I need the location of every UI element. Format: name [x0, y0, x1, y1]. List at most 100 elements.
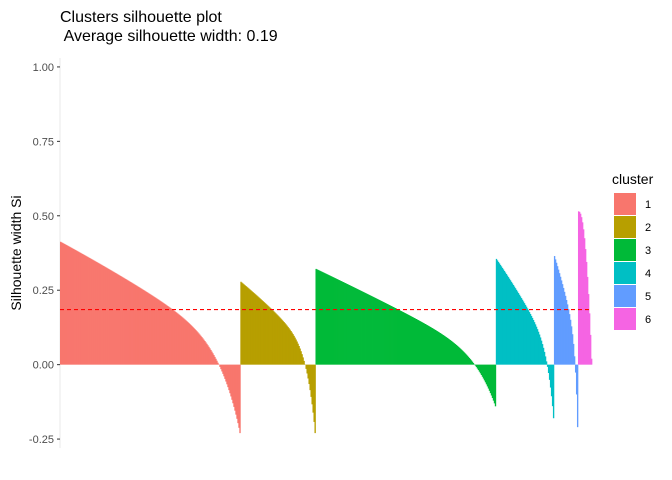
silhouette-bar — [416, 319, 419, 365]
silhouette-bar — [161, 301, 163, 365]
silhouette-bar — [149, 293, 151, 365]
silhouette-bar — [342, 281, 344, 365]
silhouette-bar — [99, 263, 101, 365]
silhouette-bar — [98, 263, 100, 365]
silhouette-bar — [371, 296, 373, 365]
silhouette-bar — [94, 260, 96, 365]
silhouette-bar — [138, 286, 140, 365]
silhouette-bar — [151, 295, 153, 365]
silhouette-bar — [574, 364, 577, 373]
silhouette-bar — [205, 342, 207, 365]
silhouette-bar — [216, 360, 218, 365]
y-tick-label: 0.50 — [33, 211, 54, 223]
silhouette-bar — [519, 296, 522, 365]
silhouette-bar — [572, 343, 575, 365]
silhouette-bar — [562, 287, 565, 365]
silhouette-bar — [101, 264, 103, 365]
silhouette-bar — [213, 355, 215, 365]
silhouette-bar — [146, 291, 148, 365]
silhouette-bar — [369, 295, 371, 365]
silhouette-bar — [389, 305, 391, 365]
silhouette-bar — [295, 339, 297, 365]
silhouette-bar — [404, 313, 406, 365]
silhouette-bar — [109, 269, 111, 365]
silhouette-bar — [528, 312, 531, 365]
silhouette-bar — [536, 329, 539, 365]
silhouette-bar — [119, 275, 121, 365]
silhouette-bar — [457, 346, 460, 365]
silhouette-bar — [144, 290, 146, 365]
silhouette-bar — [426, 325, 429, 365]
silhouette-bar — [80, 252, 82, 365]
silhouette-bar — [309, 364, 311, 391]
silhouette-bar — [242, 283, 244, 365]
silhouette-bar — [306, 364, 308, 374]
silhouette-bar — [357, 289, 359, 365]
silhouette-bar — [555, 262, 558, 365]
silhouette-bar — [430, 327, 433, 365]
silhouette-bar — [356, 288, 358, 365]
silhouette-bar — [150, 294, 152, 365]
silhouette-bar — [72, 248, 74, 365]
silhouette-bar — [315, 268, 317, 365]
silhouette-bar — [62, 242, 64, 365]
silhouette-bar — [411, 316, 414, 365]
silhouette-bar — [403, 312, 405, 365]
silhouette-bar — [305, 364, 307, 369]
silhouette-bar — [556, 266, 559, 365]
silhouette-bar — [157, 299, 159, 365]
silhouette-bar — [401, 311, 403, 365]
silhouette-bar — [350, 285, 352, 365]
silhouette-bar — [141, 288, 143, 365]
silhouette-bar — [378, 299, 380, 365]
silhouette-bar — [445, 337, 448, 365]
silhouette-bar — [262, 301, 264, 365]
silhouette-bar — [199, 334, 201, 365]
silhouette-bar — [370, 295, 372, 365]
silhouette-bar — [63, 243, 65, 365]
silhouette-bar — [106, 267, 108, 365]
silhouette-bar — [545, 361, 548, 365]
silhouette-bar — [385, 303, 387, 365]
silhouette-bar — [570, 326, 573, 365]
silhouette-bar — [230, 364, 232, 397]
chart-title: Clusters silhouette plot — [60, 9, 222, 26]
silhouette-bar — [113, 271, 115, 365]
silhouette-bar — [127, 280, 129, 365]
silhouette-bar — [294, 337, 296, 365]
silhouette-bar — [470, 360, 473, 365]
silhouette-bar — [480, 364, 483, 376]
silhouette-bar — [163, 303, 165, 365]
silhouette-bar — [289, 329, 291, 365]
silhouette-bar — [531, 317, 534, 365]
silhouette-bar — [335, 278, 337, 365]
silhouette-bar — [177, 313, 179, 365]
silhouette-bar — [468, 357, 471, 365]
silhouette-bar — [393, 307, 395, 365]
silhouette-bar — [296, 341, 298, 365]
silhouette-bar — [483, 364, 486, 381]
silhouette-bar — [558, 273, 561, 365]
legend: 1 2 3 4 5 6 — [614, 193, 651, 330]
silhouette-bar — [116, 273, 118, 365]
silhouette-bar — [130, 282, 132, 365]
silhouette-bar — [136, 285, 138, 365]
silhouette-bar — [565, 300, 568, 365]
silhouette-bar — [241, 282, 243, 365]
silhouette-bar — [461, 350, 464, 365]
silhouette-bar — [219, 364, 221, 367]
silhouette-bar — [324, 273, 326, 365]
silhouette-bar — [331, 276, 333, 365]
silhouette-bar — [171, 308, 173, 365]
silhouette-bar — [159, 300, 161, 365]
silhouette-bar — [438, 332, 441, 365]
silhouette-bar — [515, 289, 518, 365]
silhouette-bar — [478, 364, 481, 372]
silhouette-bar — [500, 266, 503, 365]
silhouette-bar — [65, 244, 67, 365]
silhouette-bar — [453, 343, 456, 365]
silhouette-bar — [375, 298, 377, 365]
silhouette-bar — [115, 273, 117, 365]
silhouette-bar — [312, 364, 314, 413]
silhouette-bar — [395, 308, 397, 365]
